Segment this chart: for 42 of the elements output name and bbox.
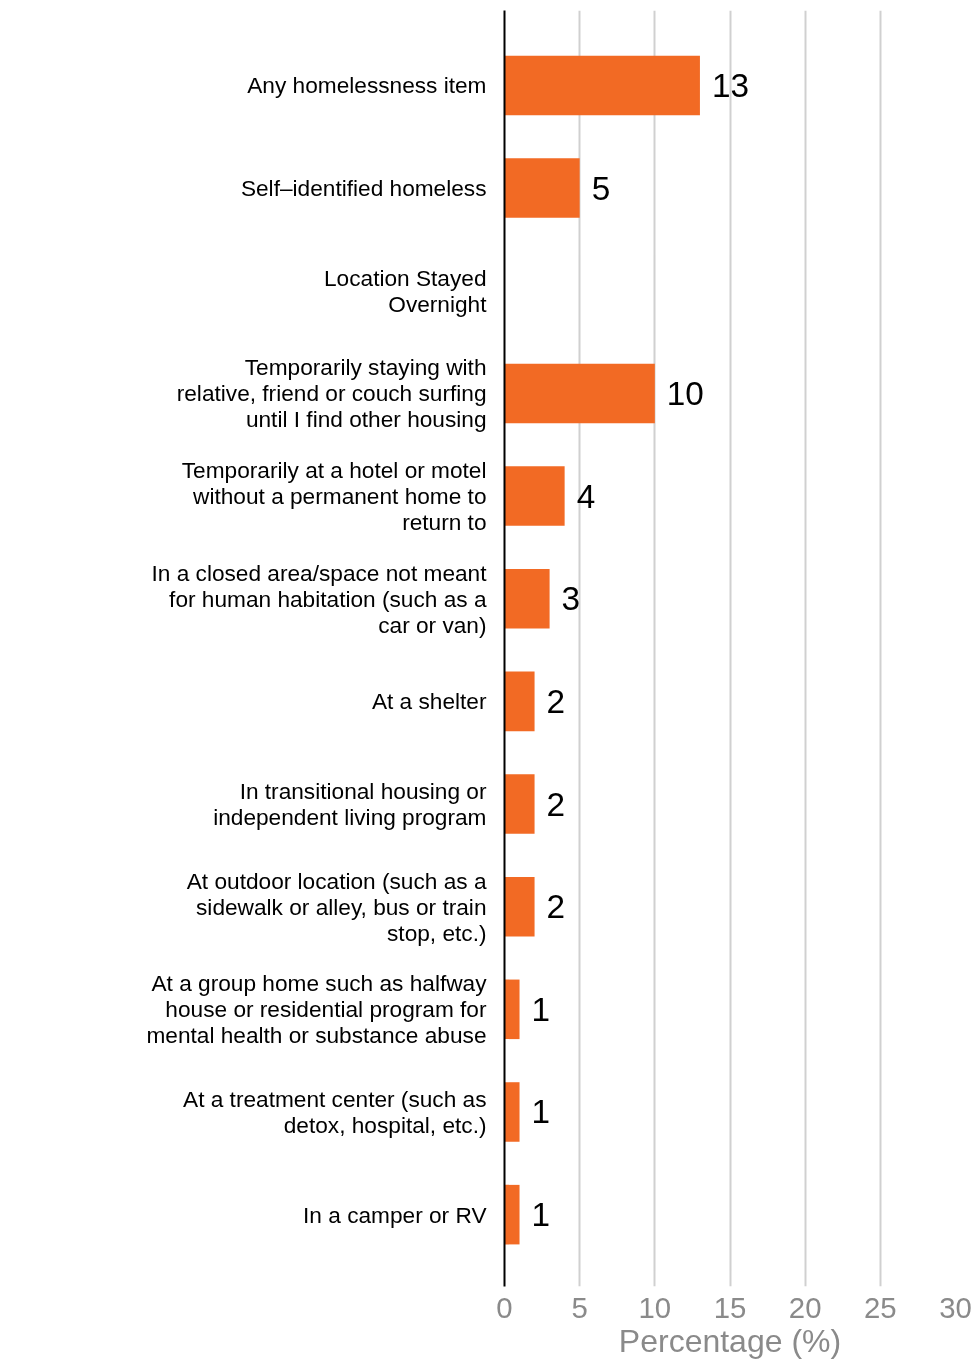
y-tick-label: Any homelessness item [247, 72, 487, 99]
data-label: 13 [711, 66, 750, 104]
x-tick-label: 0 [496, 1290, 513, 1324]
data-label: 3 [561, 580, 581, 618]
bar [504, 774, 535, 834]
y-tick-label: At a treatment center (such as detox, hospital, etc.) [183, 1085, 487, 1138]
data-label: 5 [591, 169, 611, 207]
bar [504, 363, 655, 424]
bar [504, 158, 580, 218]
x-tick-label: 20 [788, 1290, 822, 1324]
data-label: 2 [546, 888, 566, 926]
bar [504, 1082, 520, 1142]
data-label: 1 [531, 1196, 551, 1234]
x-tick-label: 15 [713, 1290, 747, 1324]
data-label: 1 [531, 1093, 551, 1131]
y-tick-label: At a shelter [371, 688, 487, 715]
x-tick-label: 5 [571, 1290, 588, 1324]
data-label: 1 [531, 990, 551, 1028]
x-tick-label: 25 [864, 1290, 897, 1324]
y-tick-label: In a camper or RV [303, 1201, 488, 1228]
y-tick-label: Location Stayed Overnight [324, 264, 488, 317]
y-tick-label: At outdoor location (such as a sidewalk or alley, bus or train stop, etc.) [186, 867, 487, 946]
y-tick-label: Temporarily staying with relative, friend or couch surfing until I find other housing [176, 354, 487, 433]
x-tick-label: 10 [638, 1290, 672, 1324]
data-label: 2 [546, 785, 566, 823]
bar [504, 671, 535, 732]
data-label: 4 [576, 477, 596, 515]
y-tick-label: Temporarily at a hotel or motel without a permanent home to return to [181, 457, 487, 536]
x-tick-label: 30 [939, 1290, 972, 1324]
bar [504, 55, 700, 116]
y-tick-label: Self–identified homeless [240, 175, 487, 202]
bar [504, 568, 550, 629]
y-tick-label: At a group home such as halfway house or residential program for mental health or substance abuse [146, 970, 488, 1049]
data-label: 10 [666, 374, 704, 412]
bar [504, 979, 520, 1040]
bar [504, 876, 535, 937]
y-tick-label: In transitional housing or independent living program [213, 778, 487, 831]
x-axis-title: Percentage (%) [618, 1322, 842, 1359]
bar [504, 1184, 520, 1245]
bar [504, 466, 565, 526]
y-tick-label: In a closed area/space not meant for human habitation (such as a car or van) [151, 559, 488, 638]
data-label: 2 [546, 682, 566, 720]
